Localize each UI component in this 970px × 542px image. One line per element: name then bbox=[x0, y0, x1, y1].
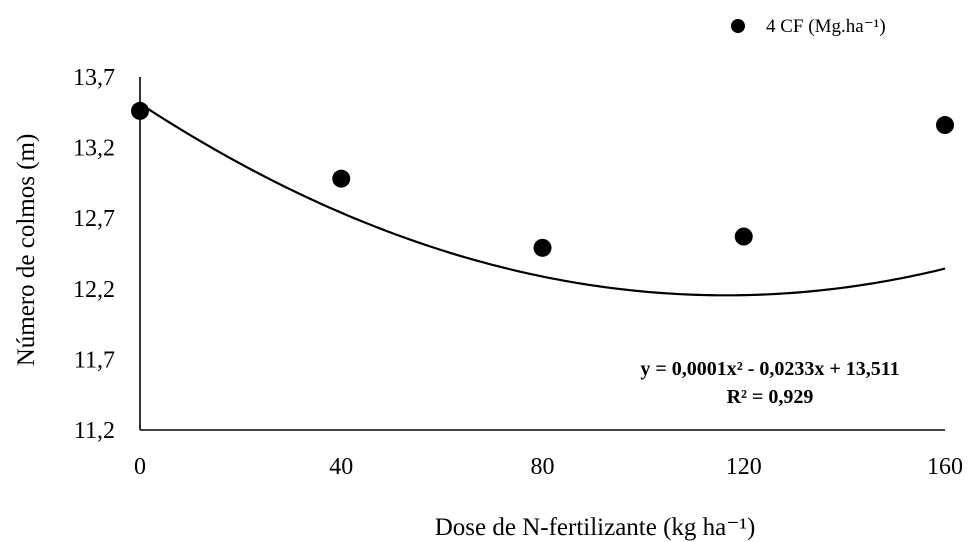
y-tick-label: 13,2 bbox=[73, 136, 115, 162]
data-point bbox=[734, 227, 753, 246]
x-tick-label: 40 bbox=[329, 454, 353, 480]
y-tick-labels: 11,2 11,7 12,2 12,7 13,2 13,7 bbox=[73, 65, 115, 444]
data-point bbox=[936, 116, 954, 135]
equation-label: y = 0,0001x² - 0,0233x + 13,511 bbox=[640, 358, 899, 380]
x-tick-labels: 0 40 80 120 160 bbox=[134, 454, 963, 480]
x-tick-label: 120 bbox=[726, 454, 762, 480]
data-point bbox=[332, 169, 351, 188]
data-point bbox=[131, 101, 149, 120]
legend-marker bbox=[731, 19, 745, 33]
r-squared-label: R² = 0,929 bbox=[727, 386, 814, 408]
y-axis-title: Número de colmos (m) bbox=[13, 134, 40, 367]
y-tick-label: 11,7 bbox=[74, 347, 115, 373]
x-tick-label: 160 bbox=[927, 454, 963, 480]
legend: 4 CF (Mg.ha⁻¹) bbox=[731, 16, 886, 37]
x-tick-label: 0 bbox=[134, 454, 146, 480]
x-axis-title: Dose de N-fertilizante (kg ha⁻¹) bbox=[435, 514, 756, 541]
data-point bbox=[533, 238, 552, 257]
trendline-group bbox=[139, 102, 946, 297]
y-tick-label: 12,2 bbox=[73, 277, 115, 303]
y-tick-label: 11,2 bbox=[74, 418, 115, 444]
x-tick-label: 80 bbox=[531, 454, 555, 480]
data-points bbox=[131, 101, 954, 257]
y-tick-label: 13,7 bbox=[73, 65, 115, 91]
y-tick-label: 12,7 bbox=[73, 206, 115, 232]
trendline bbox=[139, 102, 946, 297]
legend-label: 4 CF (Mg.ha⁻¹) bbox=[766, 16, 886, 37]
